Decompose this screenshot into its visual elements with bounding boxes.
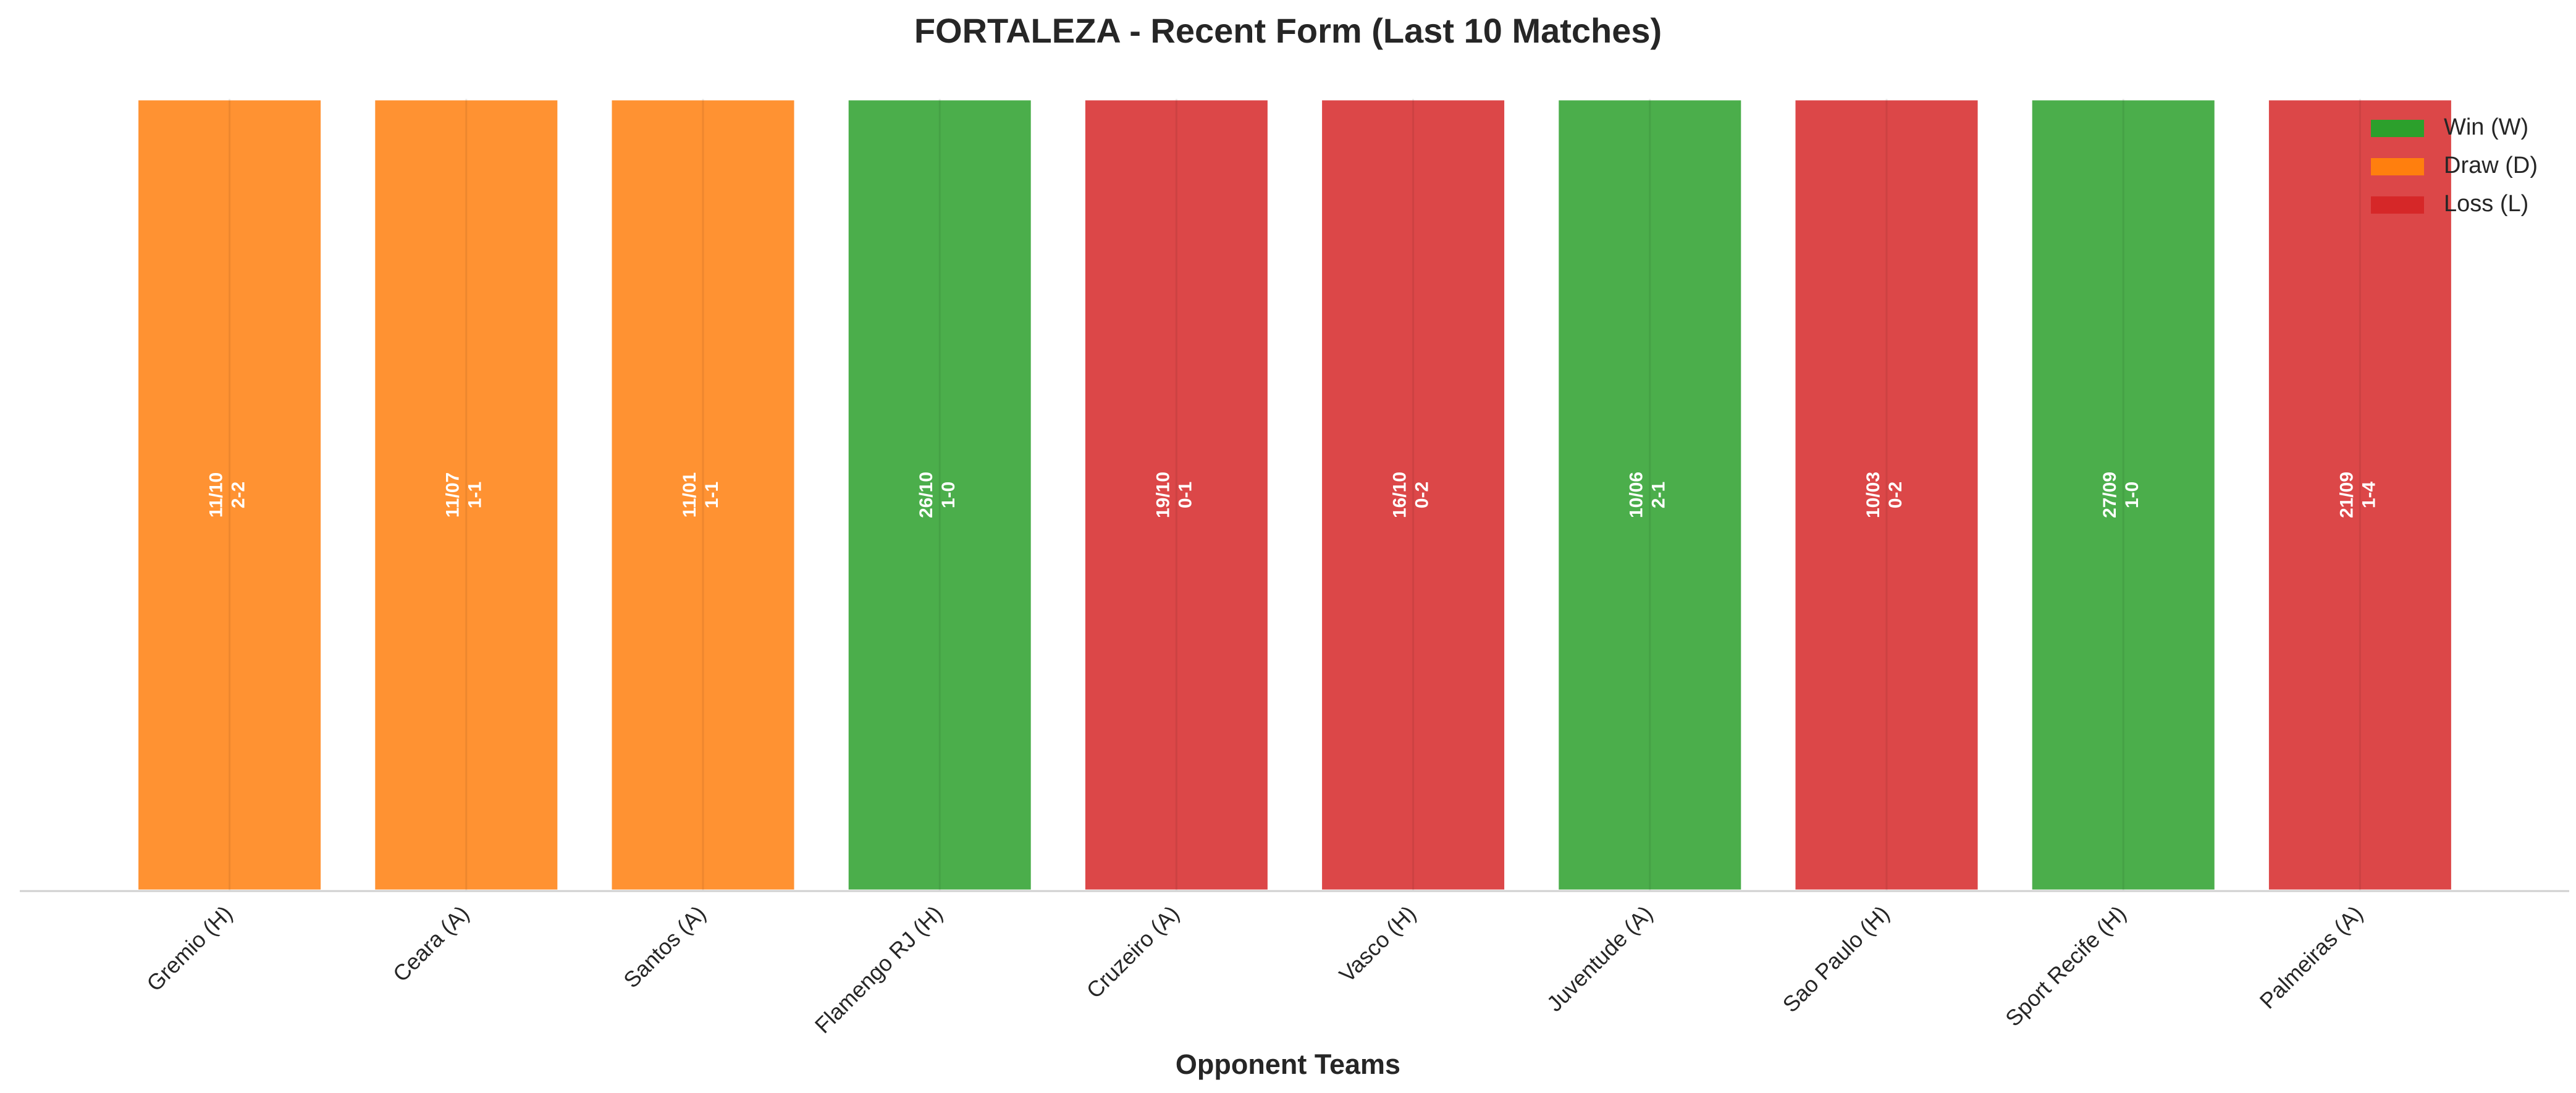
x-tick-label: Sport Recife (H) [2000,900,2131,1031]
bar-date-label: 10/06 [1627,472,1647,518]
bar [1319,97,1508,893]
legend-swatch [2371,196,2424,214]
bar [372,97,561,893]
legend-label: Draw (D) [2444,153,2538,178]
x-tick-label: Gremio (H) [141,900,237,996]
x-tick-label: Sao Paulo (H) [1778,900,1895,1017]
x-tick-label: Vasco (H) [1334,900,1421,987]
bar-score-label: 2-2 [229,482,249,508]
bar [608,97,798,893]
bar-score-label: 1-1 [465,482,486,508]
bar [1555,97,1745,893]
bar-score-label: 1-4 [2359,482,2379,509]
legend-swatch [2371,120,2424,137]
bar-date-label: 11/07 [443,472,463,517]
x-tick-label: Cruzeiro (A) [1082,900,1184,1003]
legend-label: Loss (L) [2444,191,2528,217]
bar-score-label: 0-1 [1175,482,1195,508]
legend-label: Win (W) [2444,114,2528,140]
bar-date-label: 10/03 [1863,472,1884,518]
bar-date-label: 11/10 [206,472,227,517]
bar-score-label: 0-2 [1412,482,1433,508]
bar-date-label: 16/10 [1390,472,1410,518]
bar [135,97,324,893]
bar-score-label: 1-1 [702,482,722,508]
bar [2029,97,2218,893]
bar-score-label: 1-0 [938,482,959,508]
x-tick-label: Ceara (A) [388,900,474,986]
bar-date-label: 19/10 [1153,472,1173,518]
bar-score-label: 2-1 [1649,482,1669,508]
bar-date-label: 21/09 [2336,472,2357,518]
x-tick-label: Juventude (A) [1542,900,1657,1016]
bar-score-label: 1-0 [2122,482,2142,508]
bar [845,97,1034,893]
x-tick-label: Santos (A) [618,900,710,992]
bar-date-label: 27/09 [2100,472,2120,518]
x-axis-label: Opponent Teams [1176,1049,1400,1080]
x-tick-label: Flamengo RJ (H) [810,900,948,1038]
bar-date-label: 26/10 [916,472,937,518]
bar-score-label: 0-2 [1885,482,1906,508]
legend-swatch [2371,158,2424,175]
bar-date-label: 11/01 [680,472,700,517]
chart-title: FORTALEZA - Recent Form (Last 10 Matches… [914,11,1662,50]
bar [2265,97,2454,893]
x-tick-label: Palmeiras (A) [2255,900,2368,1013]
